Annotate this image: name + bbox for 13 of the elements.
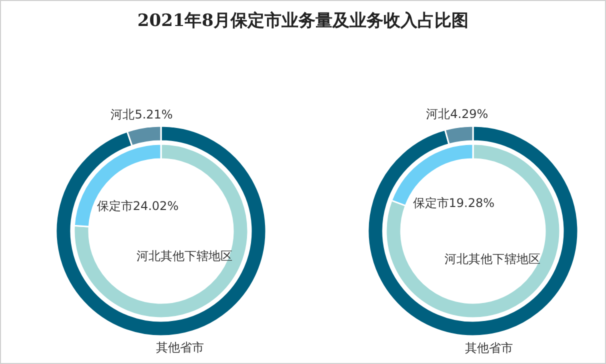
slice-label: 河北其他下辖地区 [444,252,540,266]
slice-label: 其他省市 [464,340,513,355]
slice-label: 河北4.29% [426,107,488,122]
slice-label: 保定市19.28% [412,196,495,210]
slice-label: 河北5.21% [110,108,173,122]
donut-slice [367,125,579,337]
donut-slice [73,143,249,319]
slice-label: 其他省市 [156,340,204,354]
text: 2021年8月保定市业务量及业务收入占比图 [136,10,470,32]
slice-label: 保定市24.02% [96,199,179,214]
slice-label: 河北其他下辖地区 [136,248,232,263]
donut-slice [385,143,561,319]
donut-slice [55,125,267,337]
